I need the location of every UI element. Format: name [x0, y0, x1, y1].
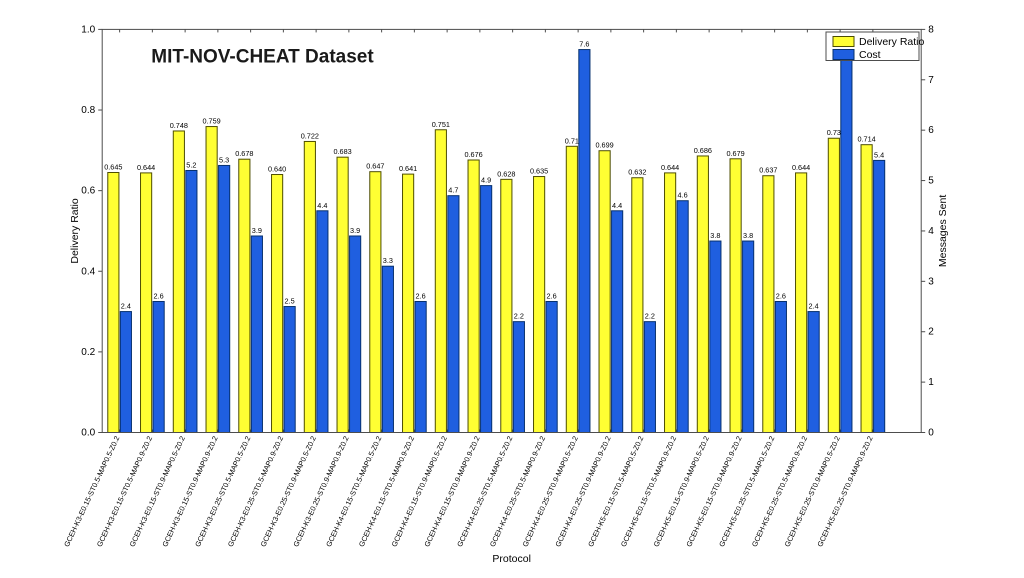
svg-text:2.4: 2.4	[121, 302, 131, 311]
svg-text:2.5: 2.5	[285, 297, 295, 306]
svg-text:1: 1	[928, 377, 934, 388]
svg-text:0.4: 0.4	[81, 266, 95, 277]
svg-text:5.4: 5.4	[874, 150, 884, 159]
svg-text:2: 2	[928, 327, 934, 338]
svg-text:3.3: 3.3	[383, 256, 393, 265]
svg-text:0.637: 0.637	[759, 166, 777, 175]
svg-text:0.683: 0.683	[333, 147, 351, 156]
svg-text:4.4: 4.4	[317, 201, 327, 210]
svg-text:0.678: 0.678	[235, 149, 253, 158]
svg-text:3.9: 3.9	[350, 226, 360, 235]
svg-text:0.644: 0.644	[661, 163, 679, 172]
svg-text:0.6: 0.6	[81, 186, 95, 197]
svg-text:Cost: Cost	[859, 49, 881, 61]
svg-text:4.6: 4.6	[678, 191, 688, 200]
svg-text:3.9: 3.9	[252, 226, 262, 235]
svg-text:0.722: 0.722	[301, 131, 319, 140]
svg-text:0.641: 0.641	[399, 164, 417, 173]
svg-text:4.9: 4.9	[481, 176, 491, 185]
svg-text:0.2: 0.2	[81, 347, 95, 358]
svg-text:0.647: 0.647	[366, 162, 384, 171]
svg-text:0.714: 0.714	[857, 135, 875, 144]
svg-text:4.4: 4.4	[612, 201, 622, 210]
svg-text:3: 3	[928, 276, 934, 287]
svg-text:5.3: 5.3	[219, 155, 229, 164]
svg-text:2.6: 2.6	[416, 291, 426, 300]
svg-text:7.6: 7.6	[579, 40, 589, 49]
svg-text:0.635: 0.635	[530, 167, 548, 176]
svg-text:0.686: 0.686	[694, 146, 712, 155]
svg-text:4.7: 4.7	[448, 186, 458, 195]
svg-text:0.645: 0.645	[104, 163, 122, 172]
svg-text:3.8: 3.8	[743, 231, 753, 240]
svg-text:5.2: 5.2	[186, 160, 196, 169]
svg-text:Delivery Ratio: Delivery Ratio	[859, 36, 925, 48]
svg-text:8: 8	[928, 24, 934, 35]
svg-text:2.6: 2.6	[547, 291, 557, 300]
svg-text:MIT-NOV-CHEAT Dataset: MIT-NOV-CHEAT Dataset	[151, 47, 374, 68]
svg-text:2.2: 2.2	[514, 312, 524, 321]
svg-text:0.632: 0.632	[628, 168, 646, 177]
svg-text:0.73: 0.73	[827, 128, 841, 137]
svg-text:0.644: 0.644	[792, 163, 810, 172]
svg-text:0.640: 0.640	[268, 165, 286, 174]
svg-text:Messages Sent: Messages Sent	[937, 195, 949, 267]
svg-text:0.748: 0.748	[170, 121, 188, 130]
svg-text:5: 5	[928, 176, 934, 187]
svg-text:6: 6	[928, 125, 934, 136]
svg-text:1.0: 1.0	[81, 24, 95, 35]
svg-text:2.6: 2.6	[154, 291, 164, 300]
svg-text:2.4: 2.4	[809, 302, 819, 311]
svg-text:0.8: 0.8	[81, 105, 95, 116]
svg-text:0.751: 0.751	[432, 120, 450, 129]
svg-text:3.8: 3.8	[710, 231, 720, 240]
svg-text:0.71: 0.71	[565, 136, 579, 145]
svg-text:0.644: 0.644	[137, 163, 155, 172]
svg-text:0.759: 0.759	[202, 117, 220, 126]
svg-text:7: 7	[928, 75, 934, 86]
svg-text:0.679: 0.679	[726, 149, 744, 158]
svg-text:0: 0	[928, 428, 934, 439]
svg-text:Delivery Ratio: Delivery Ratio	[69, 198, 81, 264]
svg-text:2.2: 2.2	[645, 312, 655, 321]
svg-text:2.6: 2.6	[776, 291, 786, 300]
svg-text:0.628: 0.628	[497, 169, 515, 178]
svg-text:0.676: 0.676	[464, 150, 482, 159]
svg-text:Protocol: Protocol	[492, 553, 531, 565]
svg-text:4: 4	[928, 226, 934, 237]
svg-text:0.0: 0.0	[81, 428, 95, 439]
svg-text:0.699: 0.699	[595, 141, 613, 150]
